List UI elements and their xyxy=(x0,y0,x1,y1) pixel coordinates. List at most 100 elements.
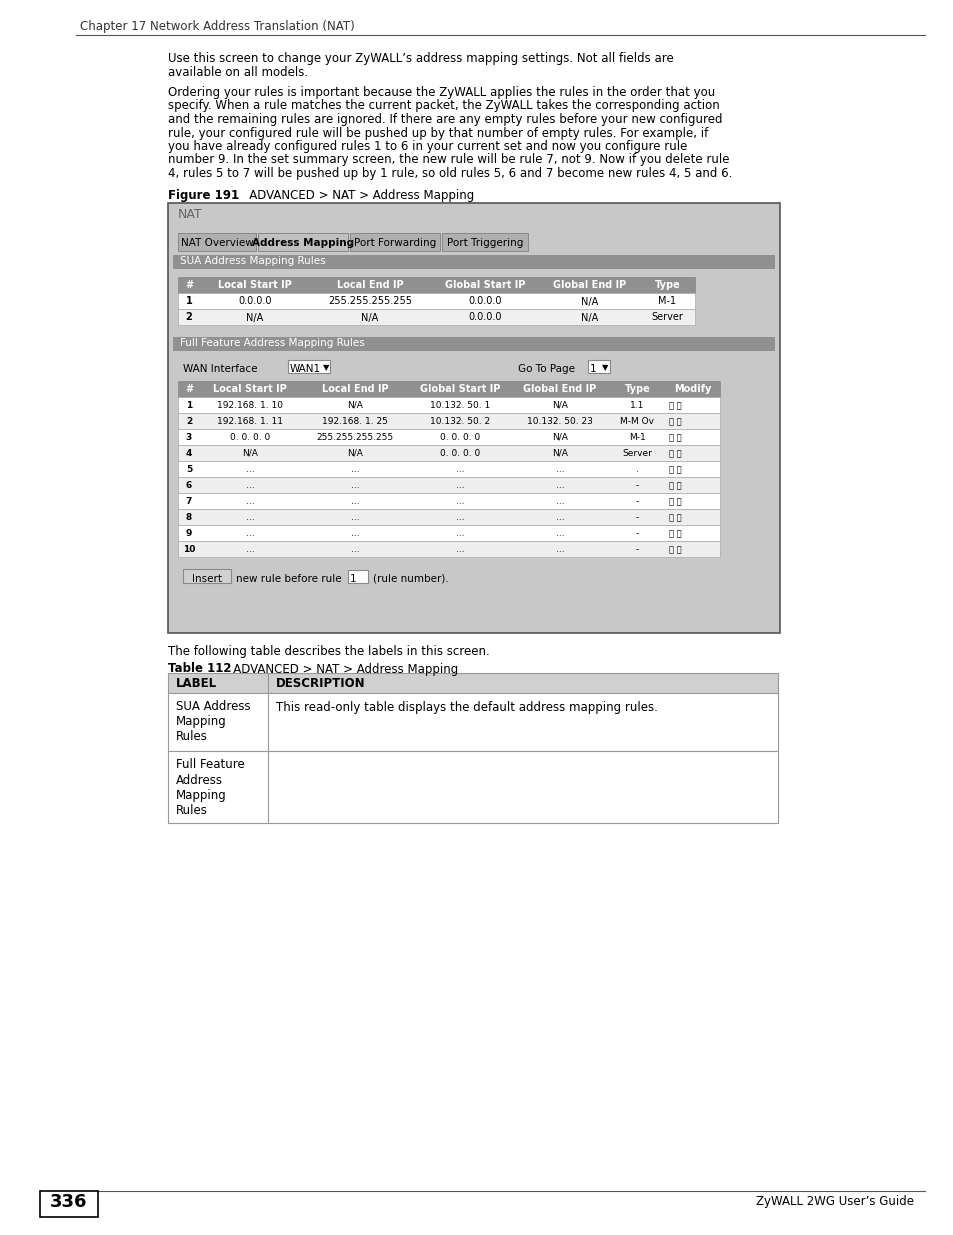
Text: Chapter 17 Network Address Translation (NAT): Chapter 17 Network Address Translation (… xyxy=(80,20,355,33)
Text: #: # xyxy=(185,280,193,290)
Text: 1: 1 xyxy=(589,363,596,373)
Bar xyxy=(257,232,348,251)
Text: M-M Ov: M-M Ov xyxy=(619,417,654,426)
Text: N/A: N/A xyxy=(242,450,257,458)
Text: number 9. In the set summary screen, the new rule will be rule 7, not 9. Now if : number 9. In the set summary screen, the… xyxy=(168,153,729,167)
Text: 4: 4 xyxy=(186,450,192,458)
Text: WAN Interface: WAN Interface xyxy=(183,363,257,373)
Text: Full Feature
Address
Mapping
Rules: Full Feature Address Mapping Rules xyxy=(175,758,245,816)
Text: 1: 1 xyxy=(350,573,356,583)
Text: Local End IP: Local End IP xyxy=(321,384,388,394)
Text: available on all models.: available on all models. xyxy=(168,65,308,79)
Text: 2: 2 xyxy=(186,312,193,322)
Text: ...: ... xyxy=(456,480,464,490)
Text: ▼: ▼ xyxy=(323,363,329,373)
Bar xyxy=(172,254,774,268)
Text: 📝 🗑: 📝 🗑 xyxy=(668,480,680,490)
Text: Full Feature Address Mapping Rules: Full Feature Address Mapping Rules xyxy=(180,338,364,348)
Text: N/A: N/A xyxy=(347,450,362,458)
Text: 336: 336 xyxy=(51,1193,88,1212)
Bar xyxy=(178,293,695,309)
Text: 10.132. 50. 1: 10.132. 50. 1 xyxy=(430,401,490,410)
Text: 📝 🗑: 📝 🗑 xyxy=(668,433,680,442)
Text: Local Start IP: Local Start IP xyxy=(218,280,292,290)
Bar xyxy=(178,509,720,525)
Text: .: . xyxy=(636,466,639,474)
Text: ...: ... xyxy=(351,513,359,522)
Text: N/A: N/A xyxy=(246,312,263,322)
Text: ...: ... xyxy=(456,545,464,555)
Text: 📝 🗑: 📝 🗑 xyxy=(668,496,680,506)
Text: WAN1: WAN1 xyxy=(290,363,321,373)
Text: 255.255.255.255: 255.255.255.255 xyxy=(328,296,412,306)
Text: Insert: Insert xyxy=(192,573,222,583)
Text: 10.132. 50. 2: 10.132. 50. 2 xyxy=(430,417,490,426)
Text: DESCRIPTION: DESCRIPTION xyxy=(275,677,365,690)
Bar xyxy=(178,541,720,557)
Text: rule, your configured rule will be pushed up by that number of empty rules. For : rule, your configured rule will be pushe… xyxy=(168,126,707,140)
Bar xyxy=(178,477,720,493)
Text: 📝 🗑: 📝 🗑 xyxy=(668,529,680,538)
Text: ADVANCED > NAT > Address Mapping: ADVANCED > NAT > Address Mapping xyxy=(222,662,457,676)
Bar xyxy=(172,336,774,351)
Bar xyxy=(178,309,695,325)
Text: -: - xyxy=(636,496,639,506)
Text: Local End IP: Local End IP xyxy=(336,280,403,290)
Text: Address Mapping: Address Mapping xyxy=(252,237,354,247)
Text: -: - xyxy=(636,529,639,538)
Text: NAT Overview: NAT Overview xyxy=(180,237,253,247)
Text: 192.168. 1. 10: 192.168. 1. 10 xyxy=(216,401,283,410)
Bar xyxy=(178,445,720,461)
Text: 📝 🗑: 📝 🗑 xyxy=(668,513,680,522)
Text: 0. 0. 0. 0: 0. 0. 0. 0 xyxy=(230,433,270,442)
Text: ...: ... xyxy=(555,529,564,538)
Text: Local Start IP: Local Start IP xyxy=(213,384,287,394)
Text: 255.255.255.255: 255.255.255.255 xyxy=(316,433,394,442)
Text: Global End IP: Global End IP xyxy=(553,280,626,290)
Text: you have already configured rules 1 to 6 in your current set and now you configu: you have already configured rules 1 to 6… xyxy=(168,140,687,153)
Text: ...: ... xyxy=(555,545,564,555)
Text: Port Forwarding: Port Forwarding xyxy=(354,237,436,247)
Text: 6: 6 xyxy=(186,480,192,490)
Text: LABEL: LABEL xyxy=(175,677,217,690)
Text: N/A: N/A xyxy=(347,401,362,410)
Text: 192.168. 1. 11: 192.168. 1. 11 xyxy=(216,417,283,426)
Text: and the remaining rules are ignored. If there are any empty rules before your ne: and the remaining rules are ignored. If … xyxy=(168,112,721,126)
Text: ...: ... xyxy=(351,466,359,474)
Text: Figure 191: Figure 191 xyxy=(168,189,239,201)
Text: Port Triggering: Port Triggering xyxy=(446,237,522,247)
Text: Modify: Modify xyxy=(673,384,710,394)
Bar xyxy=(178,380,720,396)
Text: M-1: M-1 xyxy=(628,433,645,442)
Text: 7: 7 xyxy=(186,496,192,506)
Text: 1.1: 1.1 xyxy=(630,401,644,410)
Text: N/A: N/A xyxy=(552,401,567,410)
Bar xyxy=(178,277,695,293)
Text: 2: 2 xyxy=(186,417,192,426)
Bar xyxy=(40,1191,98,1216)
Text: 1: 1 xyxy=(186,401,192,410)
Bar xyxy=(348,569,368,583)
Text: SUA Address Mapping Rules: SUA Address Mapping Rules xyxy=(180,257,325,267)
Text: ...: ... xyxy=(351,496,359,506)
Text: ...: ... xyxy=(555,496,564,506)
Text: ...: ... xyxy=(351,480,359,490)
Bar xyxy=(350,232,439,251)
Text: N/A: N/A xyxy=(552,450,567,458)
Text: 192.168. 1. 25: 192.168. 1. 25 xyxy=(322,417,388,426)
Text: ...: ... xyxy=(351,529,359,538)
Text: 4, rules 5 to 7 will be pushed up by 1 rule, so old rules 5, 6 and 7 become new : 4, rules 5 to 7 will be pushed up by 1 r… xyxy=(168,167,732,180)
Text: The following table describes the labels in this screen.: The following table describes the labels… xyxy=(168,645,489,657)
Text: ...: ... xyxy=(456,529,464,538)
Text: ADVANCED > NAT > Address Mapping: ADVANCED > NAT > Address Mapping xyxy=(237,189,474,201)
Text: 10: 10 xyxy=(183,545,195,555)
Text: ...: ... xyxy=(555,466,564,474)
Text: 0.0.0.0: 0.0.0.0 xyxy=(468,296,501,306)
Text: Table 112: Table 112 xyxy=(168,662,232,676)
Text: 📝 🗑: 📝 🗑 xyxy=(668,417,680,426)
Text: new rule before rule: new rule before rule xyxy=(235,573,341,583)
Text: 9: 9 xyxy=(186,529,192,538)
Text: 0. 0. 0. 0: 0. 0. 0. 0 xyxy=(439,450,479,458)
Text: Global End IP: Global End IP xyxy=(523,384,596,394)
Text: SUA Address
Mapping
Rules: SUA Address Mapping Rules xyxy=(175,700,251,743)
